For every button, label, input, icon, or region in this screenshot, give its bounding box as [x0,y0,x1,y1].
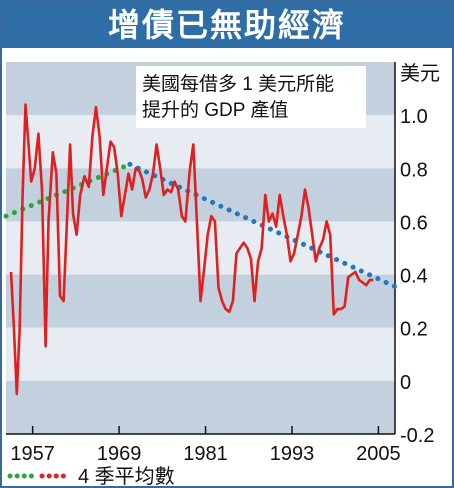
x-tick-label: 1993 [270,443,315,465]
background-band [6,168,395,222]
annotation-text: 提升的 GDP 產值 [142,99,288,121]
y-tick-label: 0 [400,372,411,394]
y-tick-label: 0.6 [400,212,428,234]
y-tick-label: 1.0 [400,106,428,128]
background-band [6,327,395,381]
y-tick-label: -0.2 [400,425,434,447]
x-tick-label: 2005 [356,443,401,465]
y-tick-label: 0.4 [400,266,428,288]
background-band [6,380,395,434]
y-tick-label: 0.2 [400,319,428,341]
x-tick-label: 1981 [183,443,228,465]
y-tick-label: 0.8 [400,159,428,181]
y-unit-label: 美元 [400,62,440,85]
annotation-text: 美國每借多 1 美元所能 [142,73,334,95]
chart-title: 增債已無助經濟 [2,2,452,48]
x-tick-label: 1957 [10,443,55,465]
x-tick-label: 1969 [97,443,142,465]
quarterly-series-line [9,103,374,396]
annotation-box [136,66,366,128]
legend-label: 4 季平均數 [78,465,175,486]
